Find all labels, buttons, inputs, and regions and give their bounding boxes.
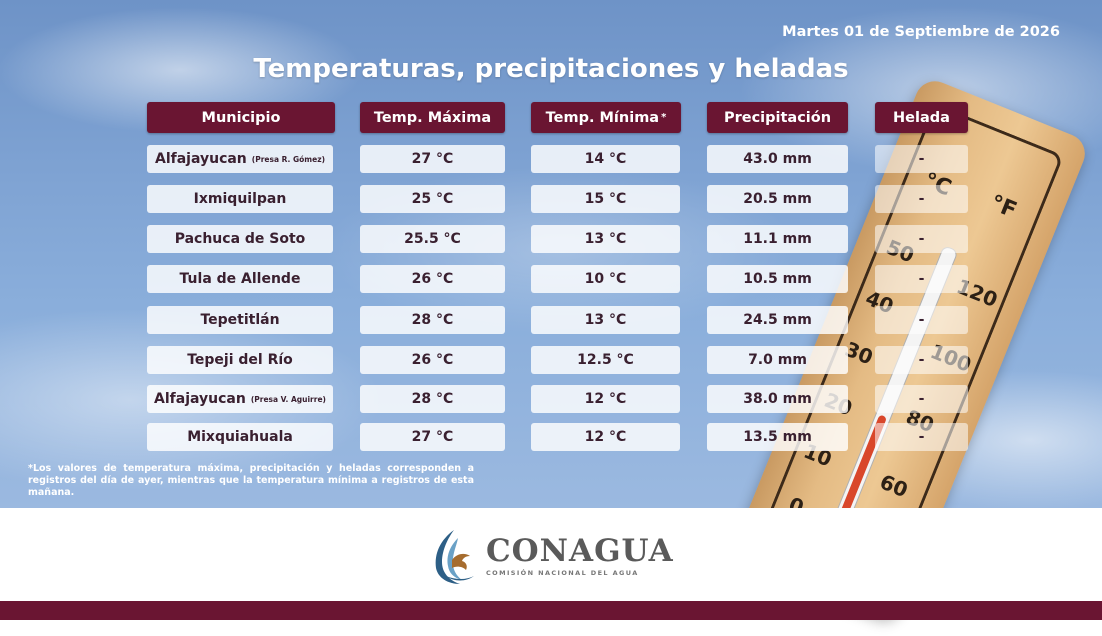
- cell-municipio-subtitle: (Presa V. Aguirre): [250, 394, 326, 404]
- header-helada: Helada: [875, 102, 968, 133]
- cell-helada: -: [875, 346, 968, 374]
- cell-temp-minima: 13 °C: [531, 225, 680, 253]
- report-date: Martes 01 de Septiembre de 2026: [782, 24, 1060, 40]
- cell-temp-minima-text: 15 °C: [584, 191, 627, 207]
- cell-municipio: Tula de Allende: [147, 265, 333, 293]
- cell-precipitacion: 13.5 mm: [707, 423, 848, 451]
- bottom-bar: [0, 601, 1102, 620]
- cell-precipitacion-text: 11.1 mm: [743, 231, 812, 247]
- cell-temp-minima: 12 °C: [531, 423, 680, 451]
- cell-helada: -: [875, 265, 968, 293]
- cell-precipitacion-text: 13.5 mm: [743, 429, 812, 445]
- cell-temp-maxima-text: 26 °C: [411, 352, 454, 368]
- cell-temp-minima-text: 12 °C: [584, 391, 627, 407]
- cell-precipitacion: 11.1 mm: [707, 225, 848, 253]
- header-temp-maxima: Temp. Máxima: [360, 102, 505, 133]
- cell-helada-text: -: [918, 271, 925, 287]
- cell-temp-maxima: 25.5 °C: [360, 225, 505, 253]
- cell-municipio-text: Tepetitlán: [200, 312, 280, 328]
- cell-precipitacion-text: 38.0 mm: [743, 391, 812, 407]
- cell-municipio-text: Pachuca de Soto: [174, 231, 306, 247]
- footnote: *Los valores de temperatura máxima, prec…: [28, 463, 474, 498]
- cell-temp-maxima: 27 °C: [360, 423, 505, 451]
- cell-municipio-text: Mixquiahuala: [187, 429, 293, 445]
- cell-temp-maxima-text: 25 °C: [411, 191, 454, 207]
- header-precipitacion: Precipitación: [707, 102, 848, 133]
- cell-temp-maxima: 26 °C: [360, 346, 505, 374]
- cell-helada-text: -: [918, 191, 925, 207]
- cell-precipitacion: 20.5 mm: [707, 185, 848, 213]
- footer: CONAGUA COMISIÓN NACIONAL DEL AGUA: [0, 508, 1102, 601]
- cell-municipio: Pachuca de Soto: [147, 225, 333, 253]
- cell-precipitacion: 38.0 mm: [707, 385, 848, 413]
- cell-temp-maxima-text: 25.5 °C: [404, 231, 461, 247]
- cell-helada: -: [875, 225, 968, 253]
- cell-municipio-text: Ixmiquilpan: [193, 191, 287, 207]
- cell-temp-maxima: 28 °C: [360, 306, 505, 334]
- cell-temp-minima-text: 14 °C: [584, 151, 627, 167]
- cell-municipio-text: Alfajayucan: [154, 391, 246, 407]
- cell-temp-maxima-text: 28 °C: [411, 312, 454, 328]
- cell-temp-minima-text: 13 °C: [584, 231, 627, 247]
- cell-precipitacion: 43.0 mm: [707, 145, 848, 173]
- cell-helada: -: [875, 423, 968, 451]
- cell-municipio: Tepeji del Río: [147, 346, 333, 374]
- conagua-logo: CONAGUA COMISIÓN NACIONAL DEL AGUA: [432, 526, 674, 586]
- cell-temp-maxima-text: 27 °C: [411, 429, 454, 445]
- cell-temp-maxima-text: 28 °C: [411, 391, 454, 407]
- logo-name: CONAGUA: [486, 533, 674, 569]
- cell-precipitacion-text: 43.0 mm: [743, 151, 812, 167]
- cell-helada: -: [875, 306, 968, 334]
- cell-temp-maxima: 25 °C: [360, 185, 505, 213]
- cell-helada: -: [875, 385, 968, 413]
- cell-temp-maxima-text: 27 °C: [411, 151, 454, 167]
- cell-municipio-text: Tepeji del Río: [187, 352, 293, 368]
- cell-municipio: Mixquiahuala: [147, 423, 333, 451]
- cell-temp-minima-text: 12 °C: [584, 429, 627, 445]
- cell-precipitacion-text: 24.5 mm: [743, 312, 812, 328]
- header-temp-minima: Temp. Mínima *: [531, 102, 681, 133]
- cell-temp-minima-text: 13 °C: [584, 312, 627, 328]
- cell-temp-minima: 14 °C: [531, 145, 680, 173]
- cell-municipio: Alfajayucan (Presa R. Gómez): [147, 145, 333, 173]
- cell-temp-minima: 10 °C: [531, 265, 680, 293]
- header-municipio: Municipio: [147, 102, 335, 133]
- cell-municipio: Alfajayucan (Presa V. Aguirre): [147, 385, 333, 413]
- cell-temp-maxima: 26 °C: [360, 265, 505, 293]
- logo-subtitle: COMISIÓN NACIONAL DEL AGUA: [486, 569, 639, 577]
- cell-temp-maxima: 28 °C: [360, 385, 505, 413]
- cell-helada-text: -: [918, 231, 925, 247]
- cell-helada: -: [875, 185, 968, 213]
- cell-precipitacion-text: 7.0 mm: [748, 352, 807, 368]
- cell-municipio-text: Alfajayucan: [154, 151, 247, 167]
- cell-temp-minima: 12.5 °C: [531, 346, 680, 374]
- cell-temp-minima: 12 °C: [531, 385, 680, 413]
- cell-temp-minima: 13 °C: [531, 306, 680, 334]
- cell-precipitacion: 7.0 mm: [707, 346, 848, 374]
- cell-precipitacion-text: 10.5 mm: [743, 271, 812, 287]
- cell-helada-text: -: [918, 391, 925, 407]
- page-title: Temperaturas, precipitaciones y heladas: [253, 54, 849, 84]
- cell-helada-text: -: [918, 151, 925, 167]
- cell-temp-minima-text: 10 °C: [584, 271, 627, 287]
- cell-precipitacion: 10.5 mm: [707, 265, 848, 293]
- cell-municipio: Tepetitlán: [147, 306, 333, 334]
- cell-precipitacion-text: 20.5 mm: [743, 191, 812, 207]
- cell-municipio: Ixmiquilpan: [147, 185, 333, 213]
- cell-municipio-subtitle: (Presa R. Gómez): [251, 154, 326, 164]
- cell-precipitacion: 24.5 mm: [707, 306, 848, 334]
- cell-temp-minima: 15 °C: [531, 185, 680, 213]
- cell-municipio-text: Tula de Allende: [179, 271, 301, 287]
- cell-helada: -: [875, 145, 968, 173]
- cell-temp-minima-text: 12.5 °C: [577, 352, 634, 368]
- header-temp-minima-asterisk: *: [661, 112, 667, 123]
- cell-temp-maxima-text: 26 °C: [411, 271, 454, 287]
- conagua-emblem-icon: [432, 526, 478, 586]
- header-temp-minima-label: Temp. Mínima: [545, 109, 660, 126]
- cell-temp-maxima: 27 °C: [360, 145, 505, 173]
- cell-helada-text: -: [918, 429, 925, 445]
- cell-helada-text: -: [918, 312, 925, 328]
- cell-helada-text: -: [918, 352, 925, 368]
